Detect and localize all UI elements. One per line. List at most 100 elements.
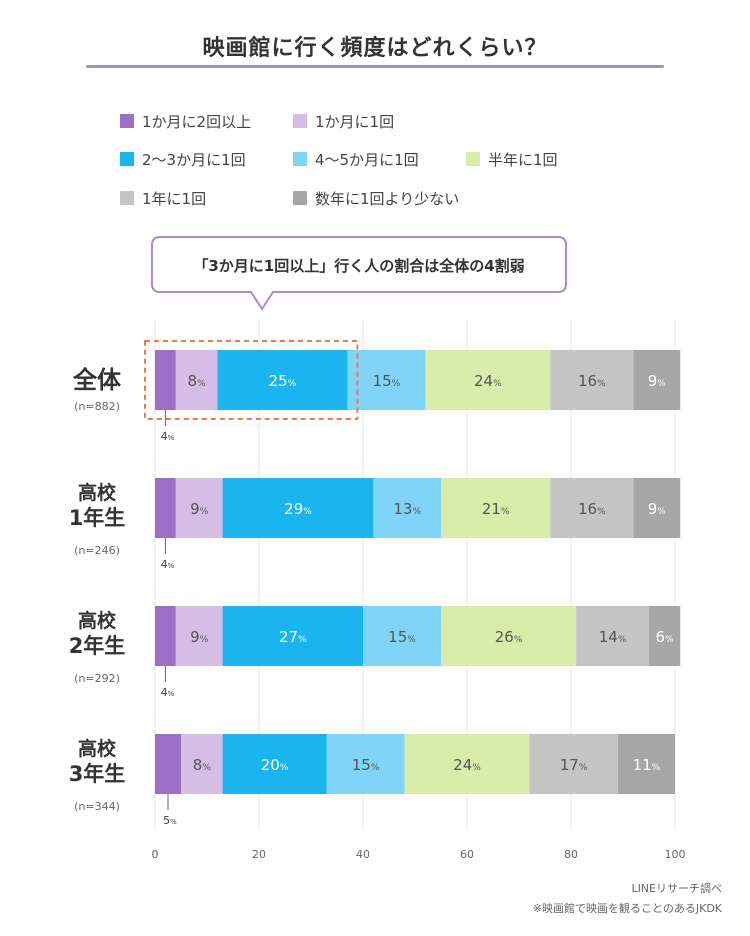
category-label: 高校 [78,609,117,632]
percent-sign: % [657,507,666,517]
percent-sign: % [168,562,175,570]
legend-label: 4〜5か月に1回 [315,150,419,169]
percent-sign: % [168,434,175,442]
bar-segment [617,734,675,794]
x-tick-label: 0 [152,848,159,861]
bar-segment [175,350,218,410]
callout-bubble [151,236,567,311]
percent-sign: % [392,379,401,389]
category-label: 2年生 [69,634,126,658]
percent-sign: % [202,763,211,773]
callout-text: 「3か月に1回以上」行く人の割合は全体の4割弱 [193,257,524,275]
percent-sign: % [652,763,661,773]
category-label: 1年生 [69,506,126,530]
legend-label: 数年に1回より少ない [315,189,460,208]
data-label: 4% [161,686,175,699]
bar-segment [326,734,405,794]
bar-segment [155,734,181,794]
percent-sign: % [303,507,312,517]
legend-label: 1か月に2回以上 [142,112,252,131]
percent-sign: % [200,635,209,645]
source-note: ※映画館で映画を観ることのあるJKDK [532,902,722,915]
bar-segment [222,478,374,538]
bar-segment [222,606,363,666]
legend-label: 2〜3か月に1回 [142,150,246,169]
legend-item: 1か月に1回 [293,111,394,131]
percent-sign: % [514,635,523,645]
bar-segment [633,478,681,538]
bar-segment [441,606,577,666]
chart-title: 映画館に行く頻度はどれくらい？ [202,36,548,61]
category-label: 3年生 [69,762,126,786]
bar-segment [175,478,223,538]
data-label: 4% [161,558,175,571]
x-tick-label: 100 [665,848,686,861]
category-n: (n=246) [74,544,120,557]
percent-sign: % [170,818,177,826]
bar-segment [347,350,426,410]
bar-segment [425,350,551,410]
legend-swatch [466,152,480,166]
bar-segment [550,478,634,538]
legend-swatch [293,114,307,128]
percent-sign: % [371,763,380,773]
bar-segment [155,606,176,666]
percent-sign: % [412,507,421,517]
legend-label: 1年に1回 [142,189,207,208]
legend-swatch [120,114,134,128]
legend-swatch [293,152,307,166]
legend-item: 2〜3か月に1回 [120,149,246,169]
category-label: 全体 [72,366,122,394]
percent-sign: % [288,379,297,389]
data-label: 4% [161,430,175,443]
bar-segment [576,606,649,666]
data-label: 5% [163,814,177,827]
percent-sign: % [597,379,606,389]
category-n: (n=292) [74,672,120,685]
bar-segment [155,478,176,538]
percent-sign: % [657,379,666,389]
bar-segment [633,350,681,410]
highlight-box [144,340,359,420]
bar-segment [175,606,223,666]
x-tick-label: 40 [356,848,370,861]
category-label: 高校 [78,481,117,504]
bar-segment [363,606,441,666]
bar-segment [222,734,327,794]
legend-label: 半年に1回 [488,150,558,169]
bar-segment [441,478,551,538]
category-n: (n=344) [74,800,120,813]
percent-sign: % [168,690,175,698]
percent-sign: % [597,507,606,517]
legend-item: 1か月に2回以上 [120,111,251,131]
category-n: (n=882) [74,400,120,413]
percent-sign: % [200,507,209,517]
bar-segment [404,734,530,794]
percent-sign: % [407,635,416,645]
bar-segment [181,734,223,794]
percent-sign: % [493,379,502,389]
percent-sign: % [618,635,627,645]
bar-segment [373,478,441,538]
legend-item: 半年に1回 [466,149,558,169]
x-tick-label: 80 [564,848,578,861]
bar-segment [649,606,681,666]
bar-segment [217,350,348,410]
bar-segment [529,734,618,794]
percent-sign: % [280,763,289,773]
percent-sign: % [472,763,481,773]
legend-label: 1か月に1回 [315,112,395,131]
percent-sign: % [665,635,674,645]
source-note: LINEリサーチ調べ [631,882,722,895]
category-label: 高校 [78,737,117,760]
percent-sign: % [501,507,510,517]
title-underline [86,65,664,68]
percent-sign: % [197,379,206,389]
bar-segment [155,350,176,410]
legend-swatch [120,191,134,205]
percent-sign: % [579,763,588,773]
legend-item: 数年に1回より少ない [293,188,459,208]
x-tick-label: 60 [460,848,474,861]
bar-segment [550,350,634,410]
